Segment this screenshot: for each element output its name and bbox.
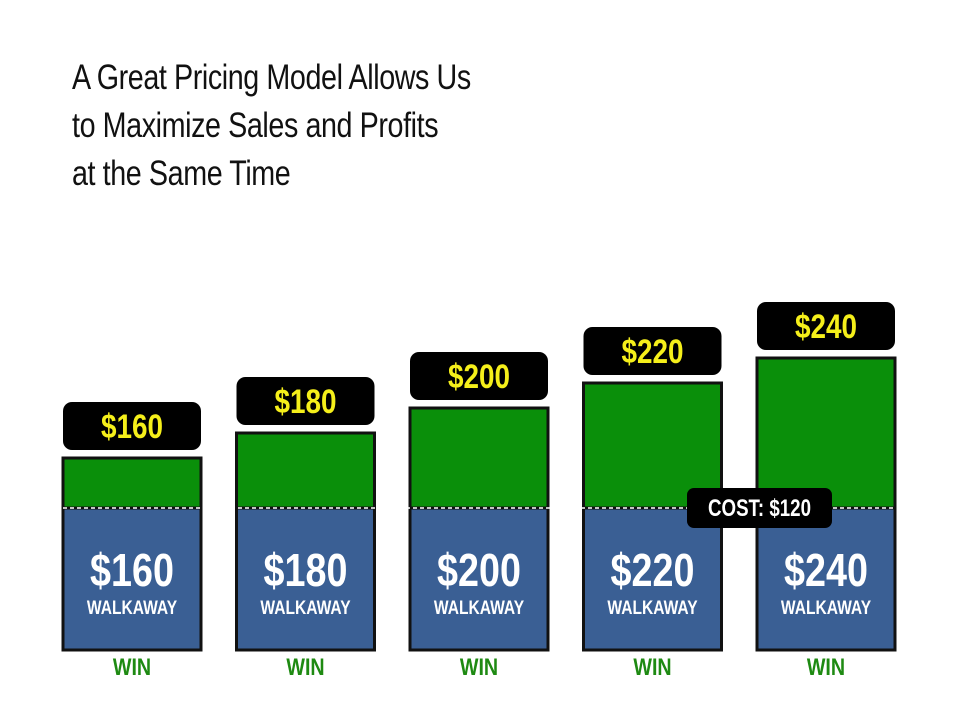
title-line-3: at the Same Time	[72, 154, 291, 193]
walkaway-value: $240	[784, 544, 868, 595]
outcome-label: WIN	[807, 653, 845, 680]
outcome-label: WIN	[113, 653, 151, 680]
walkaway-value: $220	[611, 544, 695, 595]
price-badge-label: $160	[101, 407, 163, 445]
profit-bar	[755, 356, 897, 510]
walkaway-bar	[235, 506, 376, 652]
price-badge	[757, 302, 895, 350]
price-badge	[63, 402, 201, 450]
walkaway-label: WALKAWAY	[87, 597, 178, 619]
profit-bar	[235, 431, 376, 510]
outcome-label: WIN	[460, 653, 498, 680]
walkaway-value: $180	[264, 544, 348, 595]
outcome-label: WIN	[286, 653, 324, 680]
cost-badge	[687, 488, 832, 528]
walkaway-bar	[755, 506, 897, 652]
profit-bar	[408, 406, 550, 510]
profit-bar	[61, 456, 203, 510]
price-badge	[410, 352, 548, 400]
title-line-2: to Maximize Sales and Profits	[72, 106, 439, 145]
title-line-1: A Great Pricing Model Allows Us	[72, 58, 471, 97]
walkaway-label: WALKAWAY	[781, 597, 872, 619]
price-badge-label: $220	[622, 332, 684, 370]
walkaway-label: WALKAWAY	[434, 597, 525, 619]
walkaway-bar	[582, 506, 723, 652]
price-badge	[583, 327, 722, 375]
outcome-label: WIN	[633, 653, 671, 680]
cost-badge-label: COST: $120	[708, 495, 811, 522]
price-badge-label: $180	[274, 382, 336, 420]
walkaway-label: WALKAWAY	[260, 597, 351, 619]
chart-title: A Great Pricing Model Allows Us to Maxim…	[72, 54, 498, 198]
walkaway-bar	[61, 506, 203, 652]
walkaway-value: $200	[437, 544, 521, 595]
price-badge	[236, 377, 375, 425]
price-badge-label: $200	[448, 357, 510, 395]
walkaway-value: $160	[90, 544, 174, 595]
profit-bar	[582, 381, 723, 510]
walkaway-label: WALKAWAY	[607, 597, 698, 619]
price-badge-label: $240	[795, 307, 857, 345]
